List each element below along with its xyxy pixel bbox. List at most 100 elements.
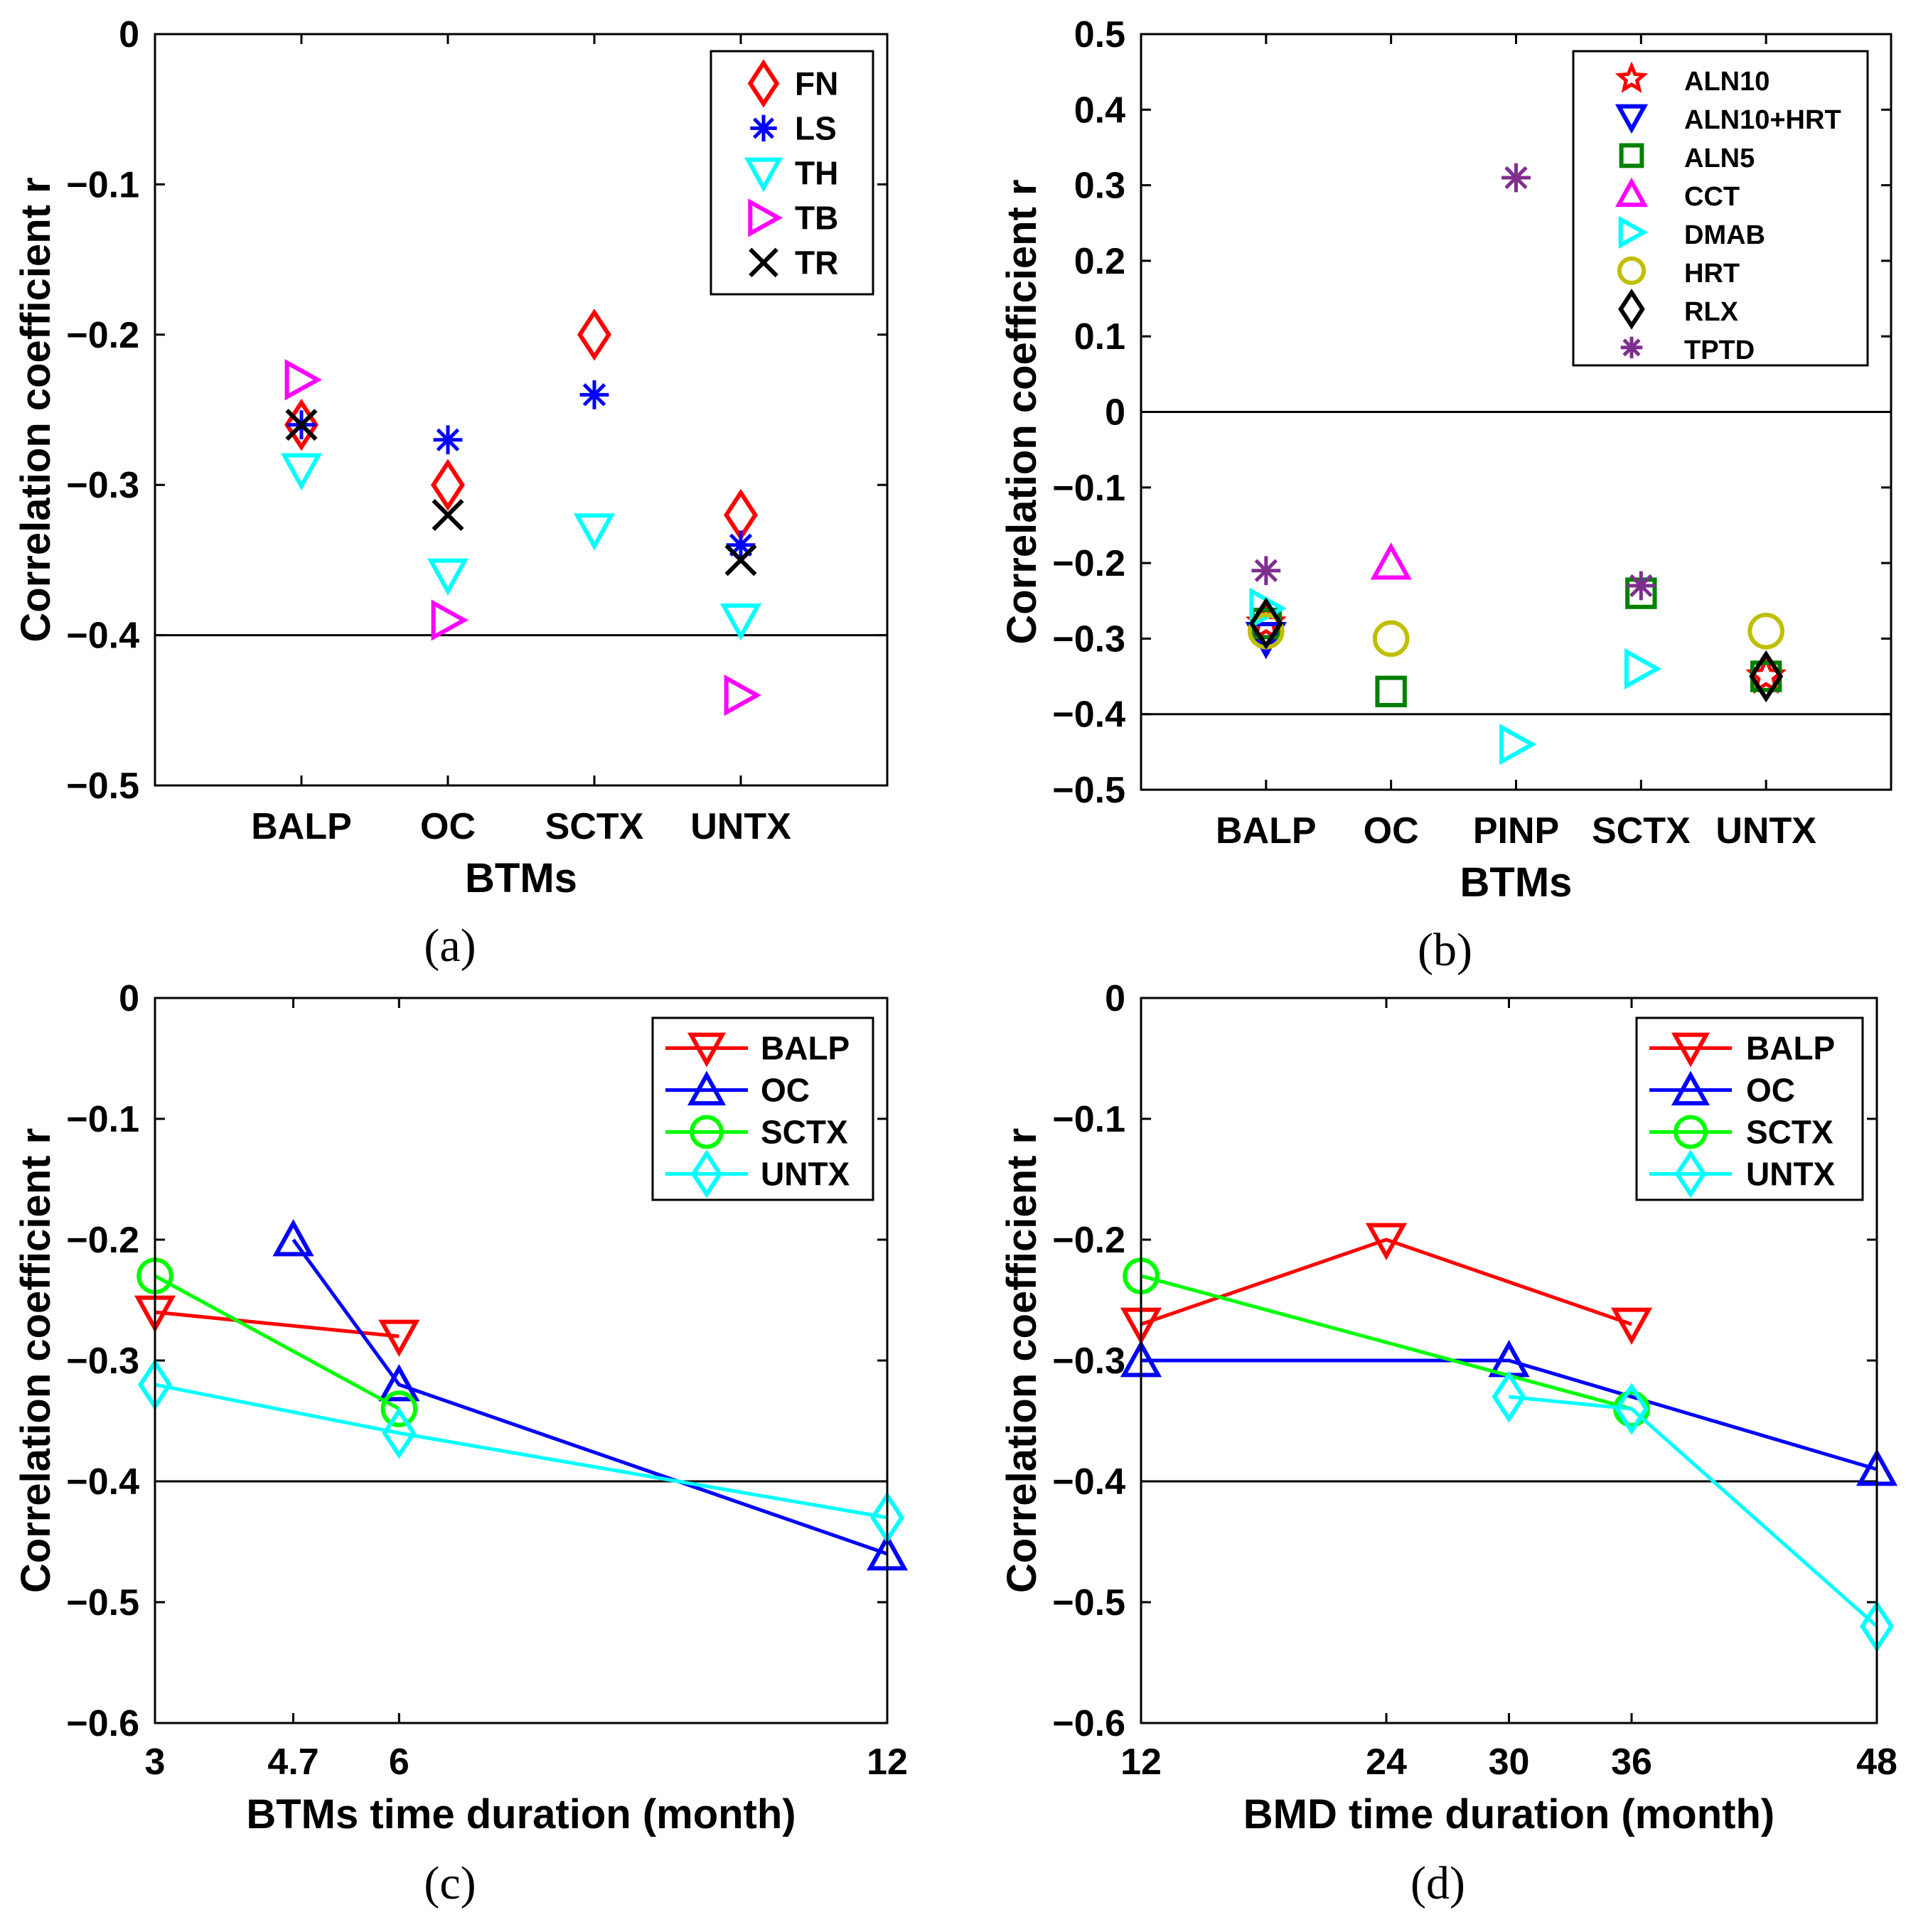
legend-label-c-UNTX: UNTX xyxy=(761,1155,850,1192)
y-tick-label-d-3: −0.3 xyxy=(1052,1341,1125,1382)
series-line-d-BALP xyxy=(1140,1238,1632,1326)
legend-marker-d-BALP xyxy=(1671,1032,1710,1068)
data-point-b-CCT-0 xyxy=(1370,542,1412,580)
x-tick-label-b-4: UNTX xyxy=(1715,810,1816,852)
data-point-b-DMAB-2 xyxy=(1624,648,1662,690)
legend-marker-a-TB xyxy=(748,198,783,237)
y-tick-label-a-0: 0 xyxy=(119,14,139,55)
series-line-d-OC xyxy=(1141,1358,1878,1471)
y-tick-label-c-3: −0.3 xyxy=(66,1341,139,1382)
legend-label-d-OC: OC xyxy=(1746,1071,1795,1108)
x-tick-label-a-3: UNTX xyxy=(690,806,791,847)
data-point-a-LS-1 xyxy=(433,425,463,455)
data-point-c-OC-0 xyxy=(272,1219,314,1257)
legend-marker-b-ALN10+HRT xyxy=(1615,104,1649,134)
legend-label-c-OC: OC xyxy=(761,1071,810,1108)
legend-label-c-SCTX: SCTX xyxy=(761,1113,848,1150)
y-tick-label-b-9: −0.4 xyxy=(1052,694,1125,736)
y-tick-label-d-2: −0.2 xyxy=(1052,1220,1125,1261)
legend-marker-c-BALP xyxy=(687,1032,727,1068)
y-tick-label-b-5: 0 xyxy=(1105,392,1125,434)
data-point-b-HRT-2 xyxy=(1747,612,1784,650)
legend-label-b-RLX: RLX xyxy=(1684,297,1739,327)
y-tick-label-b-1: 0.4 xyxy=(1074,90,1125,131)
series-a-TH xyxy=(280,453,762,641)
y-tick-label-c-2: −0.2 xyxy=(66,1220,139,1261)
y-tick-label-b-0: 0.5 xyxy=(1074,14,1125,55)
data-point-d-BALP-2 xyxy=(1610,1307,1653,1345)
x-axis-label-b: BTMs xyxy=(1460,859,1573,906)
legend-marker-c-OC xyxy=(687,1070,727,1106)
data-point-a-TB-1 xyxy=(431,599,469,641)
series-b-ALN10+HRT xyxy=(1245,622,1287,660)
legend-label-a-TH: TH xyxy=(795,154,838,191)
y-tick-label-a-2: −0.2 xyxy=(66,315,139,356)
y-tick-label-b-7: −0.2 xyxy=(1052,543,1125,584)
series-line-c-UNTX xyxy=(154,1383,888,1520)
legend-marker-c-UNTX xyxy=(690,1149,723,1198)
data-point-c-OC-1 xyxy=(378,1364,420,1402)
legend-marker-d-UNTX xyxy=(1674,1149,1707,1198)
y-axis-label-b: Correlation coefficient r xyxy=(999,179,1045,644)
legend-marker-d-SCTX xyxy=(1674,1115,1708,1149)
data-point-d-BALP-1 xyxy=(1365,1223,1408,1260)
data-point-c-BALP-1 xyxy=(378,1319,420,1357)
data-point-b-ALN10+HRT-0 xyxy=(1245,622,1287,660)
data-point-d-UNTX-0 xyxy=(1492,1370,1526,1423)
y-tick-label-c-4: −0.4 xyxy=(66,1461,139,1503)
x-tick-label-a-2: SCTX xyxy=(545,806,644,847)
data-point-a-TH-2 xyxy=(573,513,616,551)
y-axis-label-c: Correlation coefficient r xyxy=(13,1128,59,1593)
chart-b: 0.5 0.4 0.3 0.2 0.1 0 −0.1 −0.2 −0.3 −0.4 −0.5 BALP… xyxy=(999,14,1892,976)
series-b-CCT xyxy=(1370,542,1412,580)
data-point-b-TPTD-0 xyxy=(1251,556,1281,586)
caption-a: (a) xyxy=(424,920,476,972)
x-tick-label-c-3: 12 xyxy=(867,1742,908,1783)
x-tick-label-d-3: 36 xyxy=(1611,1742,1652,1783)
legend-marker-b-DMAB xyxy=(1618,215,1649,249)
series-a-TR xyxy=(285,409,757,576)
legend-label-a-TR: TR xyxy=(795,244,838,281)
x-tick-label-b-2: PINP xyxy=(1473,810,1559,852)
axes-box-b xyxy=(1140,33,1892,791)
data-point-a-TR-2 xyxy=(724,544,757,576)
x-tick-label-c-1: 4.7 xyxy=(267,1742,318,1783)
legend-label-b-DMAB: DMAB xyxy=(1684,220,1765,250)
y-tick-label-b-2: 0.3 xyxy=(1074,166,1125,207)
data-point-d-UNTX-1 xyxy=(1615,1383,1649,1435)
x-tick-label-a-1: OC xyxy=(420,806,476,847)
legend-label-c-BALP: BALP xyxy=(761,1029,850,1066)
x-tick-label-c-2: 6 xyxy=(389,1742,409,1783)
y-tick-label-c-0: 0 xyxy=(119,978,139,1019)
legend-marker-a-TR xyxy=(749,247,778,278)
x-axis-label-d: BMD time duration (month) xyxy=(1243,1791,1774,1837)
y-tick-label-d-1: −0.1 xyxy=(1052,1099,1125,1140)
legend-c: BALP OC SCTX UNTX xyxy=(651,1016,874,1201)
data-point-a-TH-3 xyxy=(719,603,762,641)
y-axis-label-d: Correlation coefficient r xyxy=(999,1128,1045,1593)
data-point-b-RLX-0 xyxy=(1248,597,1283,650)
legend-marker-b-CCT xyxy=(1615,177,1649,208)
legend-marker-b-TPTD xyxy=(1620,336,1643,359)
x-tick-label-d-1: 24 xyxy=(1366,1742,1407,1783)
y-tick-label-d-5: −0.5 xyxy=(1052,1582,1125,1624)
legend-marker-b-ALN10 xyxy=(1615,61,1649,93)
legend-box-a xyxy=(710,50,874,296)
y-tick-label-a-4: −0.4 xyxy=(66,616,139,657)
legend-marker-a-FN xyxy=(747,59,780,108)
y-tick-label-d-4: −0.4 xyxy=(1052,1461,1125,1503)
y-tick-label-b-4: 0.1 xyxy=(1074,316,1125,358)
legend-label-b-TPTD: TPTD xyxy=(1684,336,1755,365)
legend-label-b-CCT: CCT xyxy=(1684,182,1740,212)
caption-c: (c) xyxy=(424,1857,476,1909)
x-tick-label-b-0: BALP xyxy=(1216,810,1317,852)
legend-label-a-FN: FN xyxy=(795,65,838,102)
legend-b: ALN10 ALN10+HRT ALN5 CCT DMAB HRT RLX TPTD xyxy=(1572,50,1869,367)
axes-box-a xyxy=(154,33,889,787)
data-point-a-FN-1 xyxy=(431,458,465,511)
legend-marker-b-RLX xyxy=(1618,288,1645,330)
y-tick-label-a-1: −0.1 xyxy=(66,164,139,205)
data-point-b-RLX-1 xyxy=(1749,650,1784,703)
legend-marker-b-ALN5 xyxy=(1619,143,1644,168)
data-point-c-UNTX-1 xyxy=(382,1407,417,1459)
